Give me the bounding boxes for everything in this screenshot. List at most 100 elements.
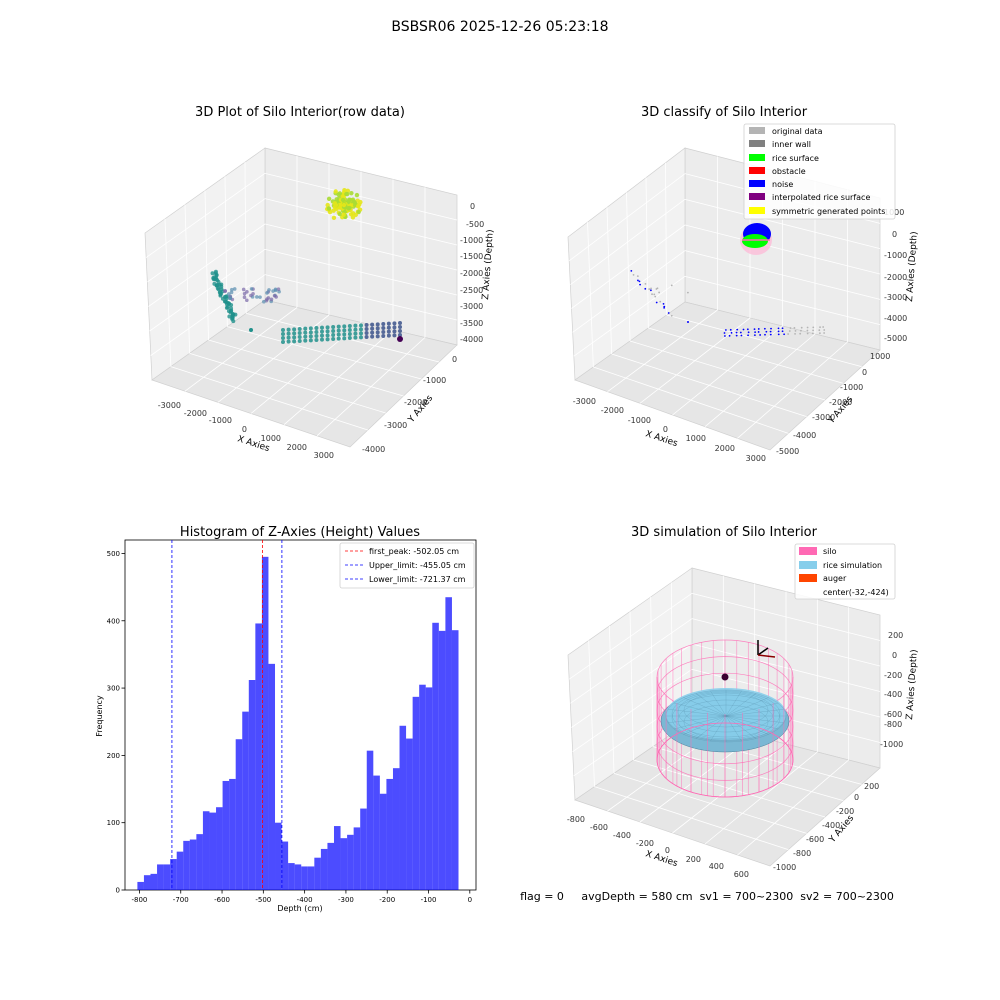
y-tick-label: -4000: [793, 431, 816, 440]
legend-swatch: [749, 207, 765, 214]
point: [346, 206, 351, 211]
point: [269, 297, 274, 302]
point: [812, 329, 814, 332]
y-tick-label: -2000: [829, 398, 852, 407]
rice-mesh: [668, 709, 727, 717]
classify-3d-x-ticks: -3000 -2000 -1000 0 1000 2000 3000: [573, 397, 766, 463]
grid-line: [316, 337, 426, 437]
point: [800, 329, 802, 332]
point: [262, 299, 266, 304]
histogram-bar: [143, 875, 151, 890]
z-tick-label: -600: [884, 710, 902, 719]
y-tick-label: 200: [107, 752, 120, 760]
point: [769, 330, 772, 333]
point: [337, 191, 343, 196]
point: [341, 212, 346, 218]
z-tick-label: -2500: [460, 286, 483, 295]
histogram-bar: [294, 864, 302, 890]
y-tick-label: -1000: [423, 376, 446, 385]
histogram-bar: [202, 811, 210, 890]
histogram-bar: [261, 556, 269, 890]
point: [777, 327, 780, 330]
y-tick-label: -200: [836, 807, 854, 816]
rice-simulation-surface: [656, 677, 794, 798]
point: [216, 279, 221, 284]
x-tick-label: -2000: [184, 409, 207, 418]
silo-ring: [656, 722, 794, 798]
x-tick-label: -1000: [628, 416, 651, 425]
grid-line: [573, 276, 686, 357]
x-tick-label: 0: [663, 425, 668, 434]
legend-label: first_peak: -502.05 cm: [369, 547, 459, 556]
point: [386, 325, 391, 330]
point: [353, 323, 358, 328]
raw-3d-points: [210, 188, 403, 344]
point: [228, 296, 233, 301]
histogram-vlines: [171, 540, 283, 890]
point: [281, 336, 285, 340]
point: [333, 189, 338, 194]
histogram-bar: [229, 778, 236, 890]
rice-mesh: [725, 709, 784, 717]
classify-3d-z-ticks: 1000 0 -1000 -2000 -3000 -4000 -5000: [884, 208, 907, 343]
z-tick-label: -3000: [460, 302, 483, 311]
histogram-bar: [406, 738, 413, 890]
histogram-bar: [255, 623, 262, 890]
point: [255, 295, 259, 299]
point: [242, 291, 247, 296]
point: [226, 292, 231, 296]
z-tick-label: -500: [466, 220, 484, 229]
legend-swatch: [799, 547, 817, 555]
point: [356, 209, 361, 215]
z-tick-label: 200: [888, 631, 903, 640]
point: [297, 331, 302, 335]
histogram-x-ticks: -800 -700 -600 -500 -400 -300 -200 -100 0: [132, 890, 472, 904]
legend-label: noise: [772, 180, 793, 189]
point: [654, 295, 657, 298]
simulation-3d-zlabel: Z Axies (Depth): [905, 649, 920, 720]
point: [392, 329, 397, 334]
z-tick-label: -5000: [884, 334, 907, 343]
point: [747, 334, 749, 337]
point: [325, 202, 330, 208]
point: [281, 328, 285, 332]
point: [687, 291, 689, 294]
point: [342, 324, 347, 329]
histogram-ylabel: Frequency: [95, 695, 104, 737]
point: [355, 204, 361, 209]
point: [232, 287, 237, 291]
point: [303, 334, 308, 339]
legend-frame: [794, 543, 896, 600]
histogram-bar: [445, 597, 452, 890]
point: [297, 335, 302, 339]
point: [303, 338, 308, 343]
histogram-bar: [320, 848, 328, 890]
y-tick-label: 0: [116, 887, 120, 895]
point: [276, 287, 281, 291]
point: [687, 321, 689, 323]
x-tick-label: -200: [379, 896, 395, 904]
x-tick-label: -800: [567, 815, 585, 824]
point: [658, 291, 661, 294]
z-tick-label: -1500: [460, 252, 483, 261]
point: [819, 326, 821, 329]
rice-mesh: [683, 715, 727, 735]
histogram-bar: [340, 838, 348, 890]
y-tick-label: 0: [452, 355, 457, 364]
histogram-bar: [366, 750, 374, 890]
x-tick-label: -800: [132, 896, 148, 904]
point: [286, 327, 291, 332]
point: [331, 329, 336, 333]
point: [375, 326, 380, 331]
point: [724, 329, 727, 331]
legend-swatch: [749, 140, 765, 147]
point: [655, 301, 658, 304]
histogram-bar: [196, 834, 203, 890]
legend-label: center(-32,-424): [823, 588, 889, 597]
y-tick-label: -1000: [840, 383, 863, 392]
y-tick-label: 0: [862, 368, 867, 377]
grid-line: [150, 274, 266, 356]
point: [638, 280, 641, 283]
x-tick-label: 2000: [715, 444, 735, 453]
histogram-bar: [275, 822, 282, 890]
